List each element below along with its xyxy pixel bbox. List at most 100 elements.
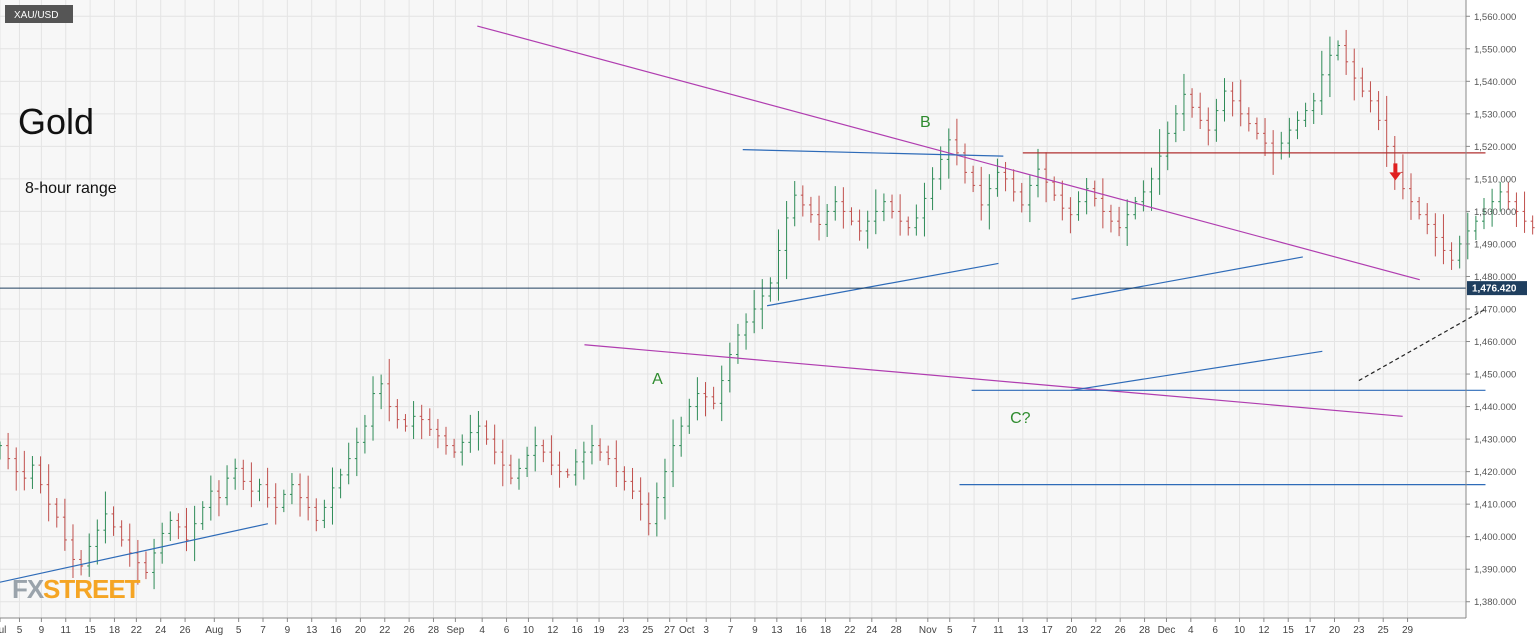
ohlc-bar — [541, 439, 546, 463]
ohlc-bar — [1108, 204, 1113, 233]
x-tick-label: Oct — [679, 625, 695, 636]
ohlc-bar — [403, 414, 408, 432]
ohlc-bar — [419, 404, 424, 440]
ohlc-bar — [1003, 161, 1008, 192]
ohlc-bar — [379, 374, 384, 410]
ohlc-bar — [800, 185, 805, 217]
x-tick-label: 4 — [479, 625, 485, 636]
ohlc-bar — [1214, 98, 1219, 142]
trendline-july-support — [0, 523, 269, 583]
ohlc-bar — [500, 439, 505, 487]
x-tick-label: Sep — [446, 625, 464, 636]
ohlc-bar — [614, 440, 619, 487]
ohlc-bar — [849, 207, 854, 226]
ohlc-bar — [906, 216, 911, 236]
ohlc-bar — [1117, 206, 1122, 237]
x-tick-label: 9 — [752, 625, 758, 636]
ohlc-bar — [557, 451, 562, 488]
ohlc-bar — [1157, 129, 1162, 195]
y-tick-label: 1,420.000 — [1474, 467, 1516, 478]
ohlc-bar — [79, 550, 84, 576]
ohlc-bar — [1449, 242, 1454, 270]
symbol-badge[interactable]: XAU/USD — [5, 5, 73, 23]
ohlc-bar — [233, 458, 238, 490]
x-tick-label: 24 — [155, 625, 167, 636]
ohlc-bar — [208, 475, 213, 521]
x-tick-label: 13 — [1017, 625, 1029, 636]
ohlc-bar — [1506, 182, 1511, 210]
y-axis: 1,380.000 1,390.000 1,400.000 1,410.000 1,42… — [1466, 12, 1516, 608]
x-tick-label: 4 — [1188, 625, 1194, 636]
wave-labels: A B C? — [652, 114, 1031, 427]
chart-title-annotation: Gold — [18, 101, 94, 142]
chart-subtitle-annotation: 8-hour range — [25, 180, 117, 197]
ohlc-bar — [0, 441, 2, 460]
ohlc-bar — [1035, 148, 1040, 198]
x-tick-label: 5 — [17, 625, 23, 636]
ohlc-bar — [1246, 107, 1251, 132]
x-tick-label: 28 — [891, 625, 903, 636]
x-tick-label: 6 — [1212, 625, 1218, 636]
ohlc-bar — [589, 424, 594, 465]
x-tick-label: Jul — [0, 625, 6, 636]
symbol-badge-bg — [5, 5, 73, 23]
x-tick-label: 22 — [379, 625, 391, 636]
ohlc-bar — [1441, 214, 1446, 265]
ohlc-bar — [241, 459, 246, 491]
ohlc-bar — [1238, 79, 1243, 127]
ohlc-bar — [914, 204, 919, 236]
ohlc-bar — [38, 456, 43, 494]
ohlc-bar — [1457, 235, 1462, 269]
x-tick-label: 5 — [947, 625, 953, 636]
ohlc-bar — [160, 522, 165, 564]
ohlc-bar — [735, 323, 740, 364]
last-price-label: 1,476.420 — [1472, 284, 1517, 295]
ohlc-bar — [1027, 175, 1032, 223]
ohlc-bar — [1230, 81, 1235, 117]
y-tick-label: 1,520.000 — [1474, 142, 1516, 153]
x-tick-label: 15 — [1283, 625, 1295, 636]
ohlc-bar — [306, 475, 311, 521]
y-tick-label: 1,550.000 — [1474, 44, 1516, 55]
x-tick-label: 12 — [1258, 625, 1270, 636]
x-tick-label: Nov — [919, 625, 937, 636]
ohlc-bar — [1522, 191, 1527, 233]
ohlc-bar — [1319, 50, 1324, 115]
y-tick-label: 1,450.000 — [1474, 370, 1516, 381]
ohlc-bar — [87, 533, 92, 577]
last-price-indicator: 1,476.420 — [0, 281, 1527, 296]
x-tick-label: 26 — [1115, 625, 1127, 636]
x-tick-label: 27 — [664, 625, 676, 636]
ohlc-bar — [784, 201, 789, 280]
x-tick-label: 12 — [547, 625, 559, 636]
ohlc-bar — [1222, 78, 1227, 122]
y-tick-label: 1,380.000 — [1474, 597, 1516, 608]
ohlc-bar — [1481, 198, 1486, 230]
ohlc-bar — [1417, 196, 1422, 220]
ohlc-bar — [1368, 81, 1373, 113]
ohlc-bar — [30, 456, 35, 489]
ohlc-bar — [971, 165, 976, 193]
ohlc-bar — [427, 408, 432, 437]
y-tick-label: 1,410.000 — [1474, 500, 1516, 511]
ohlc-bar — [954, 118, 959, 166]
arrow-down-icon — [1389, 163, 1402, 181]
ohlc-bar — [1076, 191, 1081, 221]
ohlc-bar — [1376, 91, 1381, 131]
y-tick-label: 1,440.000 — [1474, 402, 1516, 413]
ohlc-bar — [184, 507, 189, 552]
ohlc-bar — [1490, 188, 1495, 227]
ohlc-bar — [719, 365, 724, 422]
x-tick-label: 28 — [428, 625, 440, 636]
ohlc-bar — [922, 182, 927, 237]
x-tick-label: 17 — [1042, 625, 1054, 636]
x-tick-label: 7 — [971, 625, 977, 636]
ohlc-bar — [1084, 177, 1089, 215]
ohlc-bar — [152, 538, 157, 590]
y-tick-label: 1,510.000 — [1474, 174, 1516, 185]
x-tick-label: 9 — [39, 625, 45, 636]
ohlc-bar — [1011, 169, 1016, 202]
x-tick-label: 3 — [703, 625, 709, 636]
